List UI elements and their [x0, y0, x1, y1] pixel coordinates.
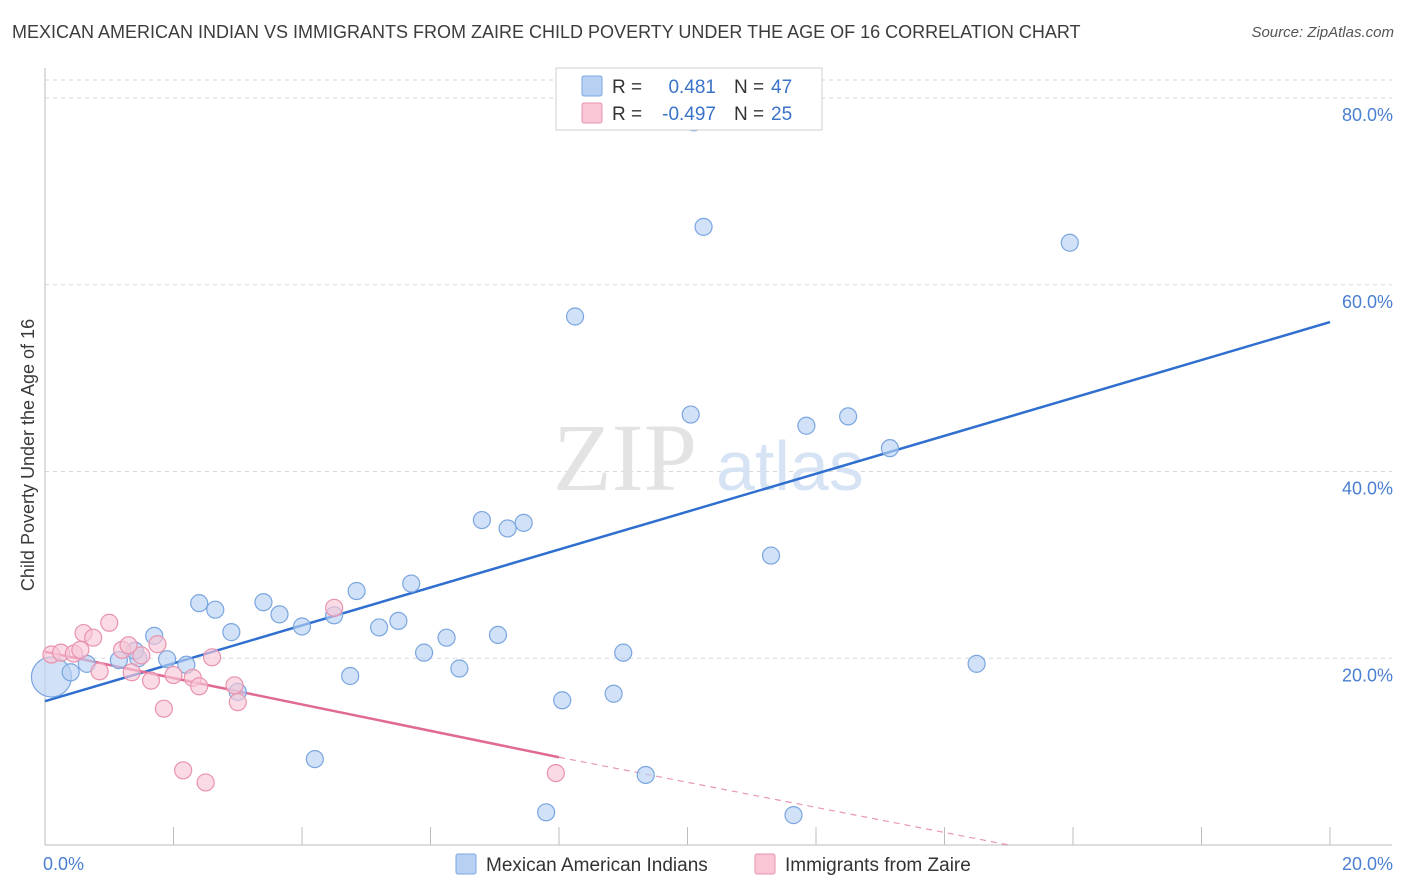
point-mexican-american-indians-1 — [61, 663, 80, 682]
legend-r-value-2: -0.497 — [662, 104, 716, 125]
point-mexican-american-indians-43 — [797, 416, 816, 435]
point-mexican-american-indians-30 — [537, 803, 556, 822]
series-legend-swatch-pink — [754, 853, 776, 875]
point-mexican-american-indians-15 — [292, 617, 312, 636]
point-mexican-american-indians-14 — [270, 605, 289, 624]
point-mexican-american-indians-46 — [967, 654, 986, 673]
point-mexican-american-indians-45 — [880, 439, 899, 458]
point-immigrants-from-zaire-14 — [154, 699, 173, 718]
watermark-zip: ZIP — [553, 404, 697, 511]
point-immigrants-from-zaire-19 — [196, 773, 215, 792]
x-tick-label-1: 20.0% — [1342, 854, 1393, 874]
series-legend-label-blue: Mexican American Indians — [486, 855, 708, 876]
point-mexican-american-indians-35 — [636, 765, 655, 785]
legend-n-value-1: 47 — [771, 77, 792, 98]
point-immigrants-from-zaire-10 — [122, 663, 141, 682]
y-tick-label-2: 60.0% — [1342, 292, 1393, 312]
point-mexican-american-indians-34 — [614, 643, 633, 662]
legend-swatch-pink — [581, 102, 603, 124]
point-mexican-american-indians-24 — [437, 628, 456, 647]
point-immigrants-from-zaire-12 — [141, 671, 161, 690]
legend-r-label-1: R = — [612, 77, 642, 98]
point-immigrants-from-zaire-5 — [84, 628, 103, 647]
point-immigrants-from-zaire-15 — [164, 665, 183, 685]
source-credit: Source: ZipAtlas.com — [1251, 24, 1394, 41]
point-mexican-american-indians-27 — [488, 625, 508, 645]
point-mexican-american-indians-26 — [472, 510, 491, 530]
trend-lines — [44, 320, 1331, 846]
point-mexican-american-indians-13 — [254, 593, 273, 612]
point-mexican-american-indians-31 — [553, 691, 572, 710]
axes — [44, 68, 1392, 846]
data-points — [30, 108, 1079, 825]
point-immigrants-from-zaire-3 — [71, 640, 90, 659]
series-legend-swatch-blue — [455, 853, 477, 875]
stats-legend: R = 0.481 N = 47 R = -0.497 N = 25 — [555, 67, 823, 131]
series-legend: Mexican American Indians Immigrants from… — [455, 853, 971, 876]
point-mexican-american-indians-11 — [222, 623, 241, 642]
legend-n-value-2: 25 — [771, 104, 792, 125]
legend-r-value-1: 0.481 — [668, 77, 716, 98]
point-immigrants-from-zaire-6 — [90, 662, 109, 681]
point-mexican-american-indians-39 — [694, 217, 713, 236]
point-mexican-american-indians-22 — [402, 574, 421, 593]
point-immigrants-from-zaire-24 — [546, 764, 565, 783]
point-immigrants-from-zaire-23 — [325, 598, 344, 617]
y-tick-label-0: 20.0% — [1342, 665, 1393, 685]
point-immigrants-from-zaire-11 — [132, 646, 151, 665]
legend-swatch-blue — [581, 75, 603, 97]
point-mexican-american-indians-20 — [370, 618, 389, 637]
watermark: ZIP atlas — [553, 404, 864, 511]
point-mexican-american-indians-28 — [498, 519, 517, 538]
point-mexican-american-indians-47 — [1060, 233, 1079, 252]
point-mexican-american-indians-38 — [681, 405, 700, 424]
point-mexican-american-indians-16 — [305, 749, 324, 769]
trend-line-immigrants-from-zaire-extension — [558, 756, 1009, 846]
y-tick-label-1: 40.0% — [1342, 479, 1393, 499]
tick-labels: 20.0% 40.0% 60.0% 80.0% 0.0% 20.0% — [43, 105, 1393, 874]
series-legend-label-pink: Immigrants from Zaire — [785, 855, 971, 876]
point-mexican-american-indians-25 — [450, 659, 469, 678]
point-mexican-american-indians-23 — [414, 643, 434, 662]
x-tick-label-0: 0.0% — [43, 854, 84, 874]
point-mexican-american-indians-42 — [784, 806, 803, 825]
point-mexican-american-indians-18 — [341, 666, 360, 686]
point-mexican-american-indians-41 — [761, 546, 781, 565]
point-mexican-american-indians-7 — [157, 650, 177, 669]
point-immigrants-from-zaire-18 — [190, 677, 209, 696]
legend-n-label-1: N = — [734, 77, 764, 98]
y-axis-label: Child Poverty Under the Age of 16 — [18, 319, 38, 591]
point-mexican-american-indians-33 — [604, 684, 623, 703]
point-immigrants-from-zaire-16 — [174, 761, 193, 780]
legend-n-label-2: N = — [734, 104, 764, 125]
trend-line-mexican-american-indians — [44, 320, 1331, 703]
point-mexican-american-indians-44 — [839, 407, 858, 426]
point-mexican-american-indians-21 — [389, 611, 408, 631]
point-mexican-american-indians-29 — [514, 513, 533, 532]
point-mexican-american-indians-19 — [347, 581, 366, 601]
point-immigrants-from-zaire-22 — [228, 693, 247, 712]
point-immigrants-from-zaire-21 — [225, 676, 244, 695]
point-mexican-american-indians-10 — [206, 600, 225, 619]
legend-r-label-2: R = — [612, 104, 642, 125]
point-immigrants-from-zaire-13 — [148, 635, 167, 654]
point-mexican-american-indians-9 — [190, 594, 209, 613]
point-immigrants-from-zaire-9 — [119, 636, 138, 655]
point-immigrants-from-zaire-20 — [202, 648, 222, 667]
y-tick-label-3: 80.0% — [1342, 105, 1393, 125]
chart-title: MEXICAN AMERICAN INDIAN VS IMMIGRANTS FR… — [12, 22, 1081, 42]
point-immigrants-from-zaire-7 — [100, 613, 119, 632]
point-mexican-american-indians-32 — [565, 307, 585, 326]
gridlines — [45, 79, 1392, 659]
